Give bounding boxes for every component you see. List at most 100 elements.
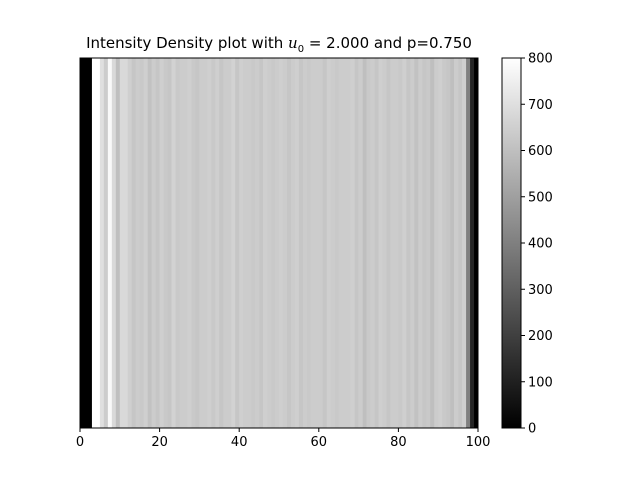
heat-strip xyxy=(442,58,447,428)
x-tick-label: 20 xyxy=(151,435,168,450)
colorbar-tick-label: 800 xyxy=(528,52,553,67)
heat-strip xyxy=(306,58,312,428)
heat-strip xyxy=(390,58,395,428)
heat-strip xyxy=(151,58,156,428)
heat-strip xyxy=(322,58,328,428)
heat-strip xyxy=(80,58,85,428)
heat-strip xyxy=(199,58,204,428)
heat-strip xyxy=(195,58,200,428)
x-axis: 0 20 40 60 80 100 xyxy=(76,428,491,450)
heat-strip xyxy=(354,58,359,428)
heat-strip xyxy=(338,58,343,428)
heat-strip xyxy=(446,58,451,428)
colorbar xyxy=(501,57,522,429)
heat-strip xyxy=(462,58,467,428)
colorbar-tick-label: 600 xyxy=(528,144,553,159)
heat-strip xyxy=(350,58,355,428)
colorbar-tick-label: 500 xyxy=(528,190,553,205)
heat-strip xyxy=(346,58,351,428)
heat-strip xyxy=(95,58,101,428)
chart-title: Intensity Density plot with u0 = 2.000 a… xyxy=(86,34,472,55)
heat-strip xyxy=(275,58,280,428)
heat-strip xyxy=(251,58,256,428)
heat-strip xyxy=(454,58,459,428)
heat-strip xyxy=(235,58,240,428)
heat-strip xyxy=(334,58,339,428)
heat-strip xyxy=(231,58,236,428)
colorbar-tick-label: 700 xyxy=(528,98,553,113)
heat-strip xyxy=(171,58,176,428)
heat-strip xyxy=(107,58,113,428)
heat-strip xyxy=(298,58,304,428)
heat-strip xyxy=(175,58,180,428)
heat-strip xyxy=(119,58,125,428)
heat-strip xyxy=(183,58,188,428)
heat-strip xyxy=(330,58,336,428)
heat-strip xyxy=(155,58,160,428)
heat-strip xyxy=(263,58,268,428)
heat-strip xyxy=(179,58,184,428)
heat-strip xyxy=(187,58,192,428)
heat-strip xyxy=(279,58,284,428)
heat-strip xyxy=(318,58,324,428)
heatmap-strips xyxy=(80,58,479,428)
heat-strip xyxy=(422,58,427,428)
heat-strip xyxy=(267,58,272,428)
heat-strip xyxy=(227,58,232,428)
heat-strip xyxy=(147,58,152,428)
heat-strip xyxy=(207,58,212,428)
colorbar-tick-label: 200 xyxy=(528,329,553,344)
heat-strip xyxy=(239,58,244,428)
heat-strip xyxy=(131,58,137,428)
x-tick-label: 40 xyxy=(231,435,248,450)
heat-strip xyxy=(434,58,439,428)
heat-strip xyxy=(139,58,144,428)
heat-strip xyxy=(111,58,117,428)
heat-strip xyxy=(115,58,121,428)
heat-strip xyxy=(414,58,419,428)
plot-frame xyxy=(79,57,479,429)
heat-strip xyxy=(426,58,431,428)
heat-strip xyxy=(370,58,375,428)
heat-strip xyxy=(438,58,443,428)
heat-strip xyxy=(123,58,129,428)
heat-strip xyxy=(191,58,196,428)
heat-strip xyxy=(362,58,367,428)
heat-strip xyxy=(374,58,379,428)
heat-strip xyxy=(402,58,407,428)
heat-strip xyxy=(127,58,133,428)
heat-strip xyxy=(167,58,172,428)
colorbar-tick-label: 300 xyxy=(528,283,553,298)
x-tick-label: 100 xyxy=(466,435,491,450)
heat-strip xyxy=(302,58,308,428)
heat-strip xyxy=(203,58,208,428)
heat-strip xyxy=(255,58,260,428)
heat-strip xyxy=(290,58,296,428)
heat-strip xyxy=(294,58,300,428)
heat-strip xyxy=(450,58,455,428)
heat-strip xyxy=(310,58,316,428)
heat-strip xyxy=(470,58,475,428)
heat-strip xyxy=(406,58,411,428)
heat-strip xyxy=(342,58,347,428)
heat-strip xyxy=(99,58,105,428)
heat-strip xyxy=(215,58,220,428)
heat-strip xyxy=(159,58,164,428)
heat-strip xyxy=(282,58,288,428)
heat-strip xyxy=(83,58,89,428)
heat-strip xyxy=(243,58,248,428)
colorbar-tick-label: 0 xyxy=(528,422,536,437)
colorbar-tick-label: 100 xyxy=(528,375,553,390)
heat-strip xyxy=(163,58,168,428)
colorbar-axis: 0 100 200 300 400 500 600 700 800 xyxy=(521,52,553,437)
heat-strip xyxy=(87,58,93,428)
x-tick-label: 60 xyxy=(311,435,328,450)
heat-strip xyxy=(259,58,264,428)
heat-strip xyxy=(103,58,109,428)
colorbar-tick-label: 400 xyxy=(528,237,553,252)
heat-strip xyxy=(410,58,415,428)
heat-strip xyxy=(286,58,292,428)
heat-strip xyxy=(474,58,479,428)
